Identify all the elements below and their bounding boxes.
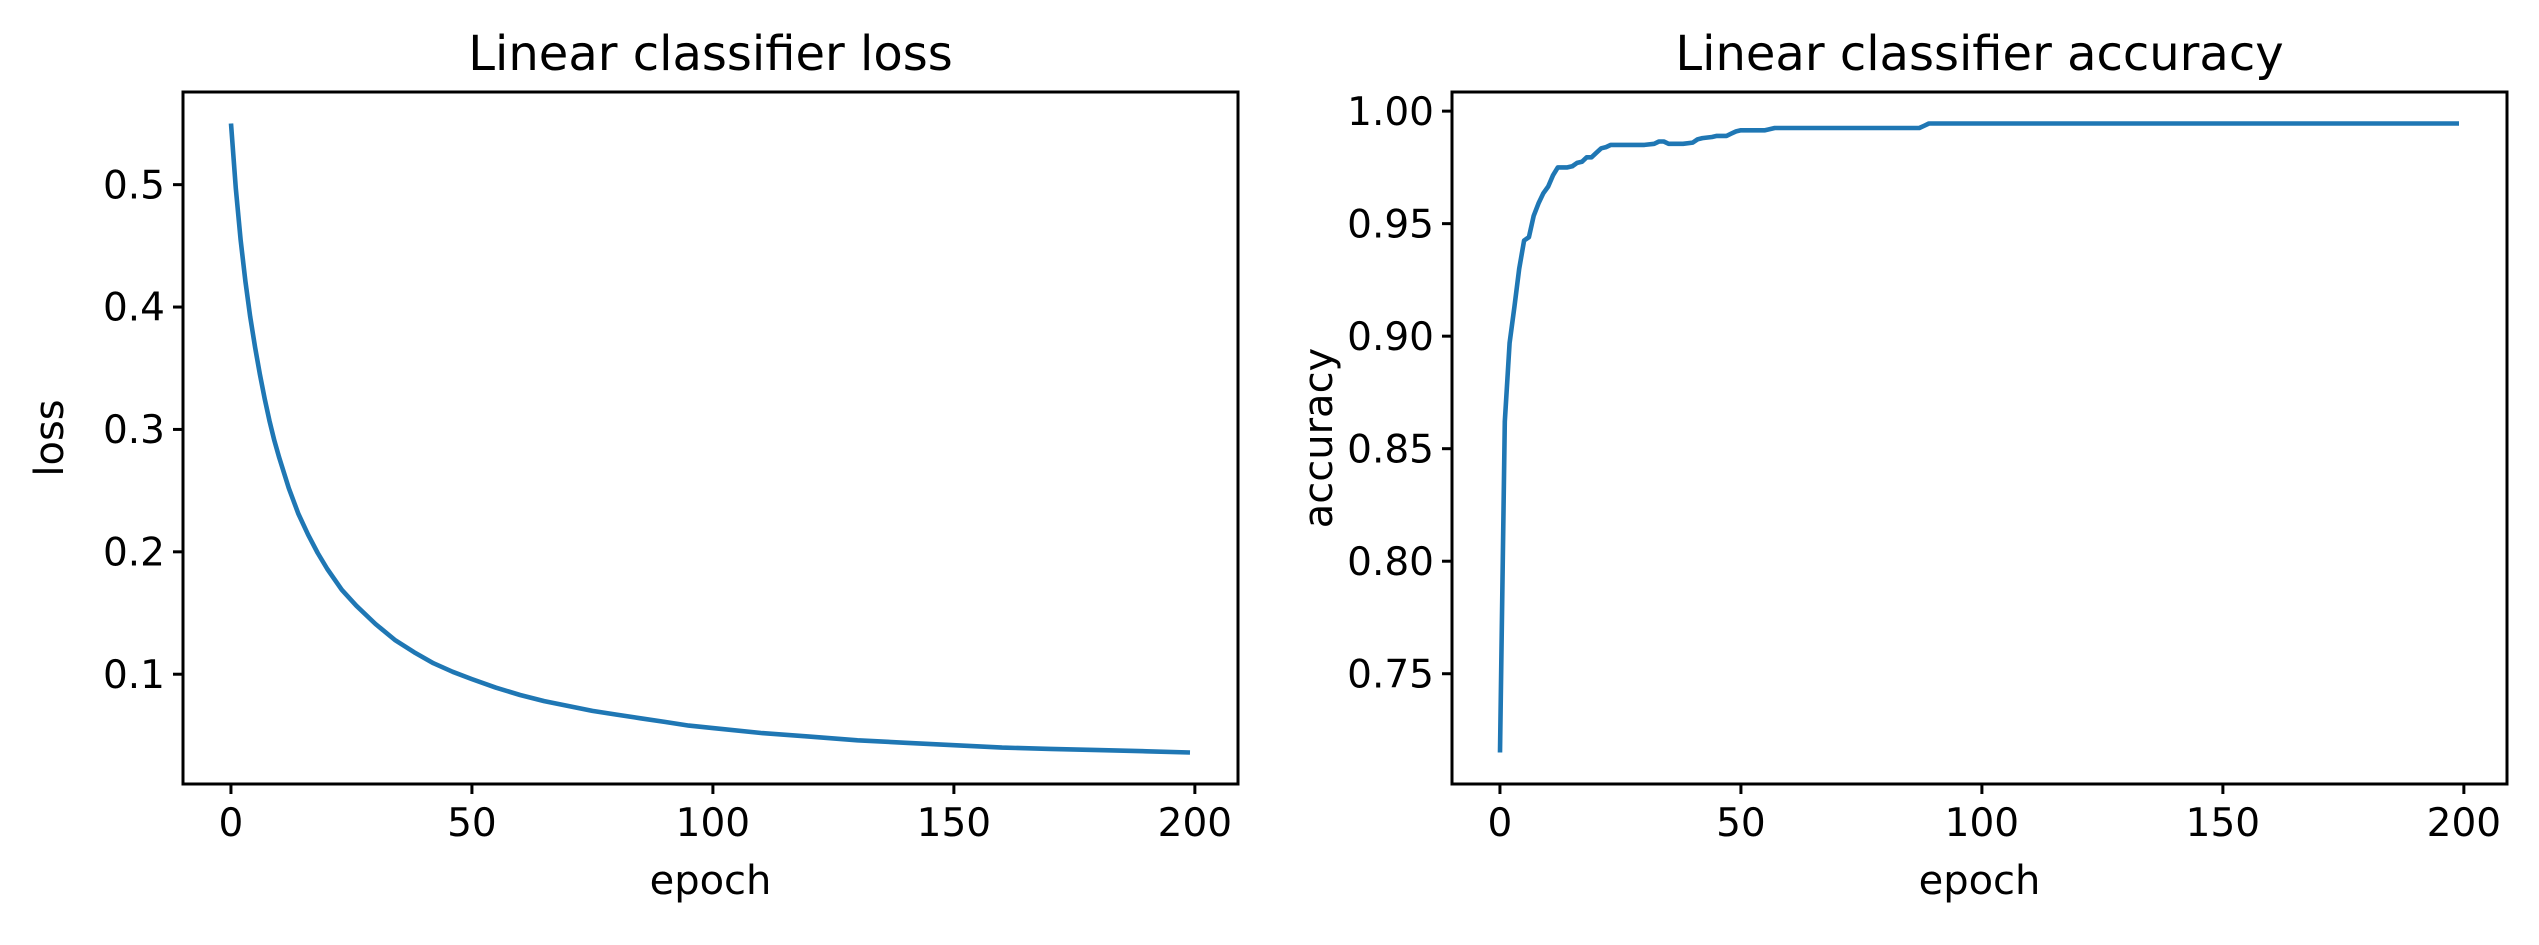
axes-frame <box>1450 90 2509 786</box>
y-tick-label: 0.5 <box>103 163 165 208</box>
loss-curve <box>228 123 1191 755</box>
x-tick-label: 0 <box>1488 801 1513 846</box>
y-tick-label: 0.4 <box>103 286 165 331</box>
y-tick-label: 0.2 <box>103 530 165 575</box>
loss-subplot: Linear classifier loss loss 0 50 100 150 200… <box>27 26 1240 904</box>
axes-frame <box>181 90 1240 786</box>
accuracy-x-axis-label: epoch <box>1918 858 2041 904</box>
x-tick-label: 50 <box>1716 801 1766 846</box>
accuracy-curve <box>1497 121 2459 753</box>
y-tick-label: 0.75 <box>1347 652 1434 697</box>
x-tick-label: 100 <box>1945 801 2019 846</box>
x-tick-label: 200 <box>2427 801 2501 846</box>
y-tick-label: 0.3 <box>103 408 165 453</box>
x-tick-label: 50 <box>447 801 497 846</box>
x-tick-label: 100 <box>676 801 750 846</box>
x-tick-label: 200 <box>1158 801 1232 846</box>
y-tick-label: 0.80 <box>1347 540 1434 585</box>
x-tick-label: 150 <box>917 801 991 846</box>
loss-x-axis-label: epoch <box>649 858 772 904</box>
x-tick-label: 150 <box>2186 801 2260 846</box>
x-tick-label: 0 <box>219 801 244 846</box>
y-tick-label: 0.85 <box>1347 427 1434 472</box>
y-tick-label: 0.90 <box>1347 315 1434 360</box>
accuracy-plot-area: 0 50 100 150 200 0.75 0.80 0.85 0.90 0.95 1.00 <box>1347 90 2509 846</box>
accuracy-plot-title: Linear classifier accuracy <box>1675 26 2284 82</box>
y-tick-label: 0.95 <box>1347 202 1434 247</box>
loss-plot-area: 0 50 100 150 200 0.1 0.2 0.3 0.4 0.5 <box>103 90 1240 846</box>
loss-plot-title: Linear classifier loss <box>468 26 953 82</box>
y-tick-label: 0.1 <box>103 653 165 698</box>
accuracy-subplot: Linear classifier accuracy accuracy 0 50 1… <box>1269 0 2539 945</box>
y-tick-label: 1.00 <box>1347 90 1434 135</box>
